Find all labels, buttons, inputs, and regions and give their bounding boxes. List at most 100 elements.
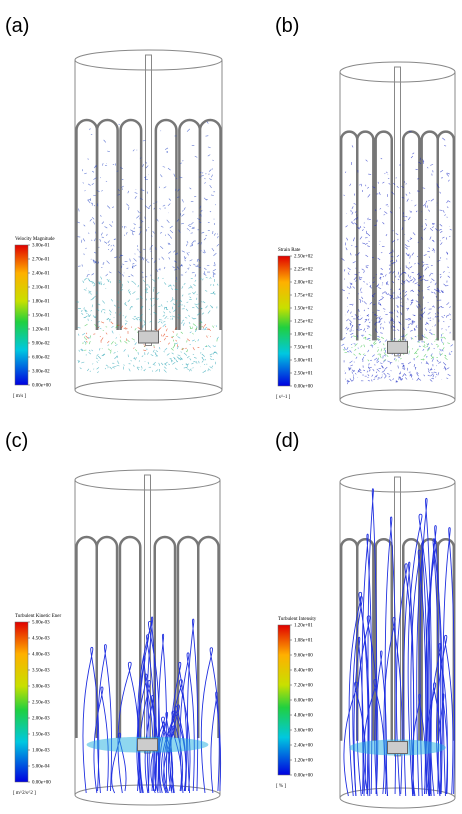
colorbar-tick-label: 3.00e-03 [32, 685, 50, 690]
flow-streak [139, 234, 140, 235]
flow-streak [360, 237, 362, 240]
flow-streak [348, 273, 349, 275]
flow-streak [367, 371, 368, 373]
colorbar-tick-label: 9.00e-02 [32, 342, 50, 347]
flow-streak [172, 362, 175, 364]
colorbar-tick-label: 6.00e-02 [32, 356, 50, 361]
flow-streak [430, 237, 431, 240]
flow-streak [83, 182, 84, 183]
flow-streak [126, 232, 127, 234]
flow-streak [365, 255, 368, 257]
flow-streak [101, 277, 102, 280]
colorbar-tick-label: 1.00e+02 [294, 333, 313, 338]
flow-streak [345, 172, 346, 173]
flow-streak [446, 368, 449, 370]
flow-streak [206, 235, 207, 236]
flow-streak [193, 347, 195, 350]
flow-streak [445, 355, 446, 356]
panel: (c)Turbulent Kinetic Ener5.00e-034.50e-0… [5, 430, 221, 805]
flow-streak [362, 229, 363, 230]
flow-streak [137, 317, 140, 318]
flow-streak [348, 268, 351, 270]
flow-streak [187, 129, 190, 132]
flow-streak [138, 249, 139, 251]
flow-streak [435, 324, 436, 326]
flow-streak [181, 352, 182, 353]
flow-streak [377, 361, 379, 363]
flow-streak [359, 309, 360, 312]
flow-streak [350, 253, 351, 255]
flow-streak [78, 327, 81, 328]
flow-streak [446, 378, 448, 379]
flow-streak [124, 365, 125, 366]
flow-streak [440, 257, 441, 258]
flow-streak [164, 351, 165, 352]
flow-streak [350, 286, 351, 288]
flow-streak [133, 348, 134, 349]
flow-streak [351, 336, 352, 338]
flow-streak [409, 354, 410, 355]
flow-streak [416, 211, 417, 212]
flow-streak [137, 332, 138, 333]
flow-streak [158, 321, 160, 323]
flow-streak [448, 180, 449, 182]
flow-streak [441, 307, 444, 308]
flow-streak [202, 358, 204, 360]
flow-streak [359, 329, 362, 330]
flow-streak [189, 252, 190, 253]
flow-streak [379, 354, 381, 355]
contour [201, 648, 219, 793]
flow-streak [362, 269, 364, 270]
colorbar-tick-label: 0.00e+00 [294, 385, 313, 390]
flow-streak [85, 324, 88, 326]
flow-streak [84, 254, 85, 255]
flow-streak [112, 207, 114, 208]
flow-streak [350, 184, 351, 186]
flow-streak [181, 301, 182, 302]
flow-streak [409, 266, 412, 268]
panel-label: (c) [5, 430, 28, 452]
flow-streak [82, 333, 85, 335]
flow-streak [413, 277, 415, 280]
flow-streak [176, 360, 177, 362]
flow-streak [107, 319, 109, 320]
flow-streak [92, 183, 94, 184]
flow-streak [101, 338, 103, 341]
colorbar-tick-label: 4.80e+00 [294, 714, 313, 719]
flow-streak [208, 368, 209, 371]
flow-streak [377, 349, 378, 352]
flow-streak [164, 370, 167, 373]
flow-streak [190, 246, 193, 247]
flow-streak [202, 357, 203, 358]
flow-streak [204, 268, 206, 270]
colorbar-unit: [ s^-1 ] [276, 395, 291, 400]
flow-streak [361, 297, 363, 299]
vessel-top [340, 62, 455, 82]
flow-streak [397, 186, 399, 188]
flow-streak [168, 364, 170, 365]
flow-streak [352, 145, 353, 147]
flow-streak [217, 337, 218, 339]
flow-streak [360, 318, 362, 320]
flow-streak [415, 367, 416, 370]
flow-streak [446, 302, 449, 305]
flow-streak [353, 286, 355, 288]
flow-streak [379, 192, 380, 195]
flow-streak [177, 333, 178, 335]
flow-streak [364, 355, 366, 356]
flow-streak [367, 315, 369, 316]
flow-streak [102, 309, 105, 310]
flow-streak [96, 358, 98, 359]
flow-streak [428, 267, 429, 268]
flow-streak [79, 209, 80, 212]
flow-streak [217, 284, 218, 286]
colorbar-tick-label: 1.50e-03 [32, 733, 50, 738]
flow-streak [159, 208, 160, 209]
flow-streak [428, 375, 430, 376]
shaft [145, 475, 151, 753]
flow-streak [111, 341, 113, 344]
flow-streak [368, 338, 371, 339]
flow-streak [448, 326, 449, 327]
flow-streak [92, 296, 95, 298]
flow-streak [92, 171, 94, 172]
